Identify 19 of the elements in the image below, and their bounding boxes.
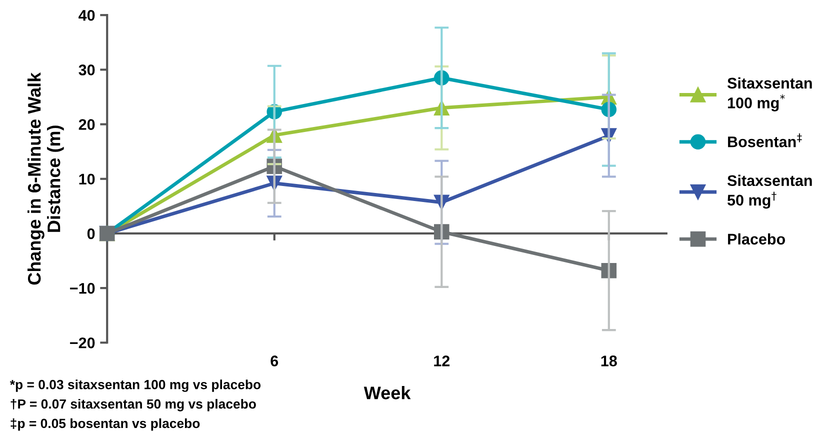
y-tick-label: 30 bbox=[78, 64, 95, 76]
text: *p = 0.03 sitaxsentan 100 mg vs placebo bbox=[10, 380, 261, 392]
y-tick-label: 20 bbox=[78, 119, 95, 130]
y-tick-label: 40 bbox=[78, 10, 95, 21]
y-tick-label: 10 bbox=[79, 174, 95, 185]
y-tick-label: 0 bbox=[87, 228, 95, 240]
x-tick-label: 12 bbox=[434, 356, 450, 366]
legend-label: Bosentan$^{‡}$ bbox=[728, 133, 802, 148]
x-tick-label: 18 bbox=[601, 356, 617, 366]
x-axis-title: Week bbox=[364, 386, 411, 400]
y-tick-label: −10 bbox=[70, 282, 95, 294]
legend-label: Sitaxsentan 50 mg$^{†}$ bbox=[727, 174, 812, 209]
legend-label: Sitaxsentan 100 mg$^{*}$ bbox=[727, 77, 812, 112]
legend-label: Placebo bbox=[728, 233, 786, 245]
text: ‡p = 0.05 bosentan vs placebo bbox=[10, 418, 200, 431]
y-axis-title: Change in 6-Minute Walk Distance (m) bbox=[27, 72, 64, 285]
x-tick-label: 6 bbox=[270, 356, 278, 366]
y-tick-label: −20 bbox=[70, 338, 95, 348]
text: †P = 0.07 sitaxsentan 50 mg vs placebo bbox=[10, 398, 256, 412]
